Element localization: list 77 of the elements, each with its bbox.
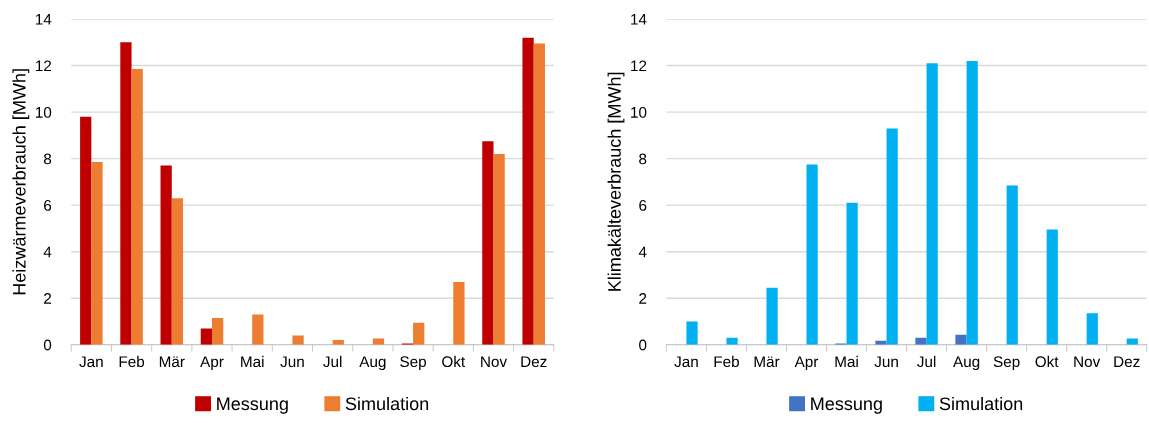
bar bbox=[91, 162, 103, 345]
legend-label: Messung bbox=[217, 397, 288, 414]
bar bbox=[806, 164, 818, 345]
x-tick-label: Feb bbox=[119, 355, 145, 368]
x-tick-label: Okt bbox=[442, 355, 466, 368]
x-tick-label: Dez bbox=[521, 356, 547, 368]
bar bbox=[292, 335, 304, 345]
x-tick-label: Nov bbox=[481, 356, 508, 368]
y-tick-label: 6 bbox=[639, 200, 647, 211]
y-tick-label: 14 bbox=[631, 14, 647, 25]
bar bbox=[522, 37, 534, 345]
y-axis-title: Klimakälteverbrauch [MWh] bbox=[607, 72, 625, 291]
x-tick-label: Mär bbox=[159, 356, 185, 368]
bar bbox=[200, 328, 212, 345]
bar bbox=[1006, 185, 1018, 345]
x-tick-label: Apr bbox=[200, 356, 224, 371]
y-tick-label: 0 bbox=[639, 339, 647, 351]
bar bbox=[80, 116, 92, 345]
bar bbox=[726, 337, 738, 345]
y-tick-label: 2 bbox=[639, 293, 647, 304]
bar bbox=[966, 60, 978, 345]
x-tick-label: Sep bbox=[993, 356, 1020, 371]
bar bbox=[211, 317, 224, 345]
bar bbox=[846, 202, 858, 345]
x-tick-label: Mai bbox=[241, 355, 264, 368]
y-tick-label: 12 bbox=[35, 60, 52, 72]
bar bbox=[915, 337, 927, 345]
x-tick-label: Jul bbox=[323, 355, 342, 368]
y-tick-label: 2 bbox=[44, 293, 52, 304]
bar bbox=[160, 165, 172, 345]
x-tick-label: Apr bbox=[794, 356, 819, 371]
bar bbox=[482, 141, 494, 345]
y-tick-label: 4 bbox=[43, 246, 52, 258]
x-tick-label: Nov bbox=[1074, 356, 1101, 368]
bar bbox=[120, 42, 132, 345]
bar bbox=[1086, 313, 1098, 345]
x-tick-label: Dez bbox=[1114, 356, 1140, 368]
y-tick-label: 14 bbox=[35, 14, 52, 25]
y-tick-label: 8 bbox=[639, 153, 647, 165]
x-tick-label: Mai bbox=[835, 355, 858, 368]
x-tick-label: Jun bbox=[874, 356, 898, 368]
bar bbox=[886, 128, 898, 345]
bar bbox=[453, 281, 465, 345]
bar bbox=[955, 334, 967, 345]
x-tick-label: Okt bbox=[1035, 355, 1059, 368]
legend-label: Simulation bbox=[345, 396, 429, 411]
bar bbox=[1046, 229, 1058, 345]
bar bbox=[926, 63, 938, 345]
y-tick-label: 12 bbox=[631, 60, 647, 72]
x-tick-label: Jan bbox=[674, 356, 698, 368]
bar bbox=[686, 321, 698, 345]
bar bbox=[493, 153, 505, 345]
bar bbox=[1126, 338, 1138, 345]
y-tick-label: 6 bbox=[44, 200, 52, 211]
x-tick-label: Jan bbox=[79, 356, 103, 368]
legend-label: Simulation bbox=[939, 396, 1023, 411]
x-tick-label: Feb bbox=[714, 355, 739, 368]
bar bbox=[372, 338, 385, 345]
y-axis-title: Heizwärmeverbrauch [MWh] bbox=[12, 69, 30, 295]
x-tick-label: Aug bbox=[953, 356, 980, 371]
x-tick-label: Sep bbox=[400, 356, 427, 371]
bar bbox=[171, 198, 184, 345]
y-tick-label: 0 bbox=[43, 339, 52, 351]
bar bbox=[766, 287, 778, 345]
bar bbox=[252, 314, 264, 345]
y-tick-label: 10 bbox=[35, 106, 52, 118]
y-tick-label: 4 bbox=[638, 246, 647, 258]
bar bbox=[413, 322, 425, 345]
x-tick-label: Jun bbox=[280, 356, 304, 368]
y-tick-label: 8 bbox=[43, 153, 52, 165]
bar bbox=[131, 69, 143, 345]
x-tick-label: Jul bbox=[917, 355, 936, 368]
bar bbox=[533, 43, 545, 345]
x-tick-label: Aug bbox=[359, 356, 386, 371]
x-tick-label: Mär bbox=[754, 356, 780, 368]
legend-label: Messung bbox=[811, 397, 882, 414]
y-tick-label: 10 bbox=[631, 106, 647, 118]
